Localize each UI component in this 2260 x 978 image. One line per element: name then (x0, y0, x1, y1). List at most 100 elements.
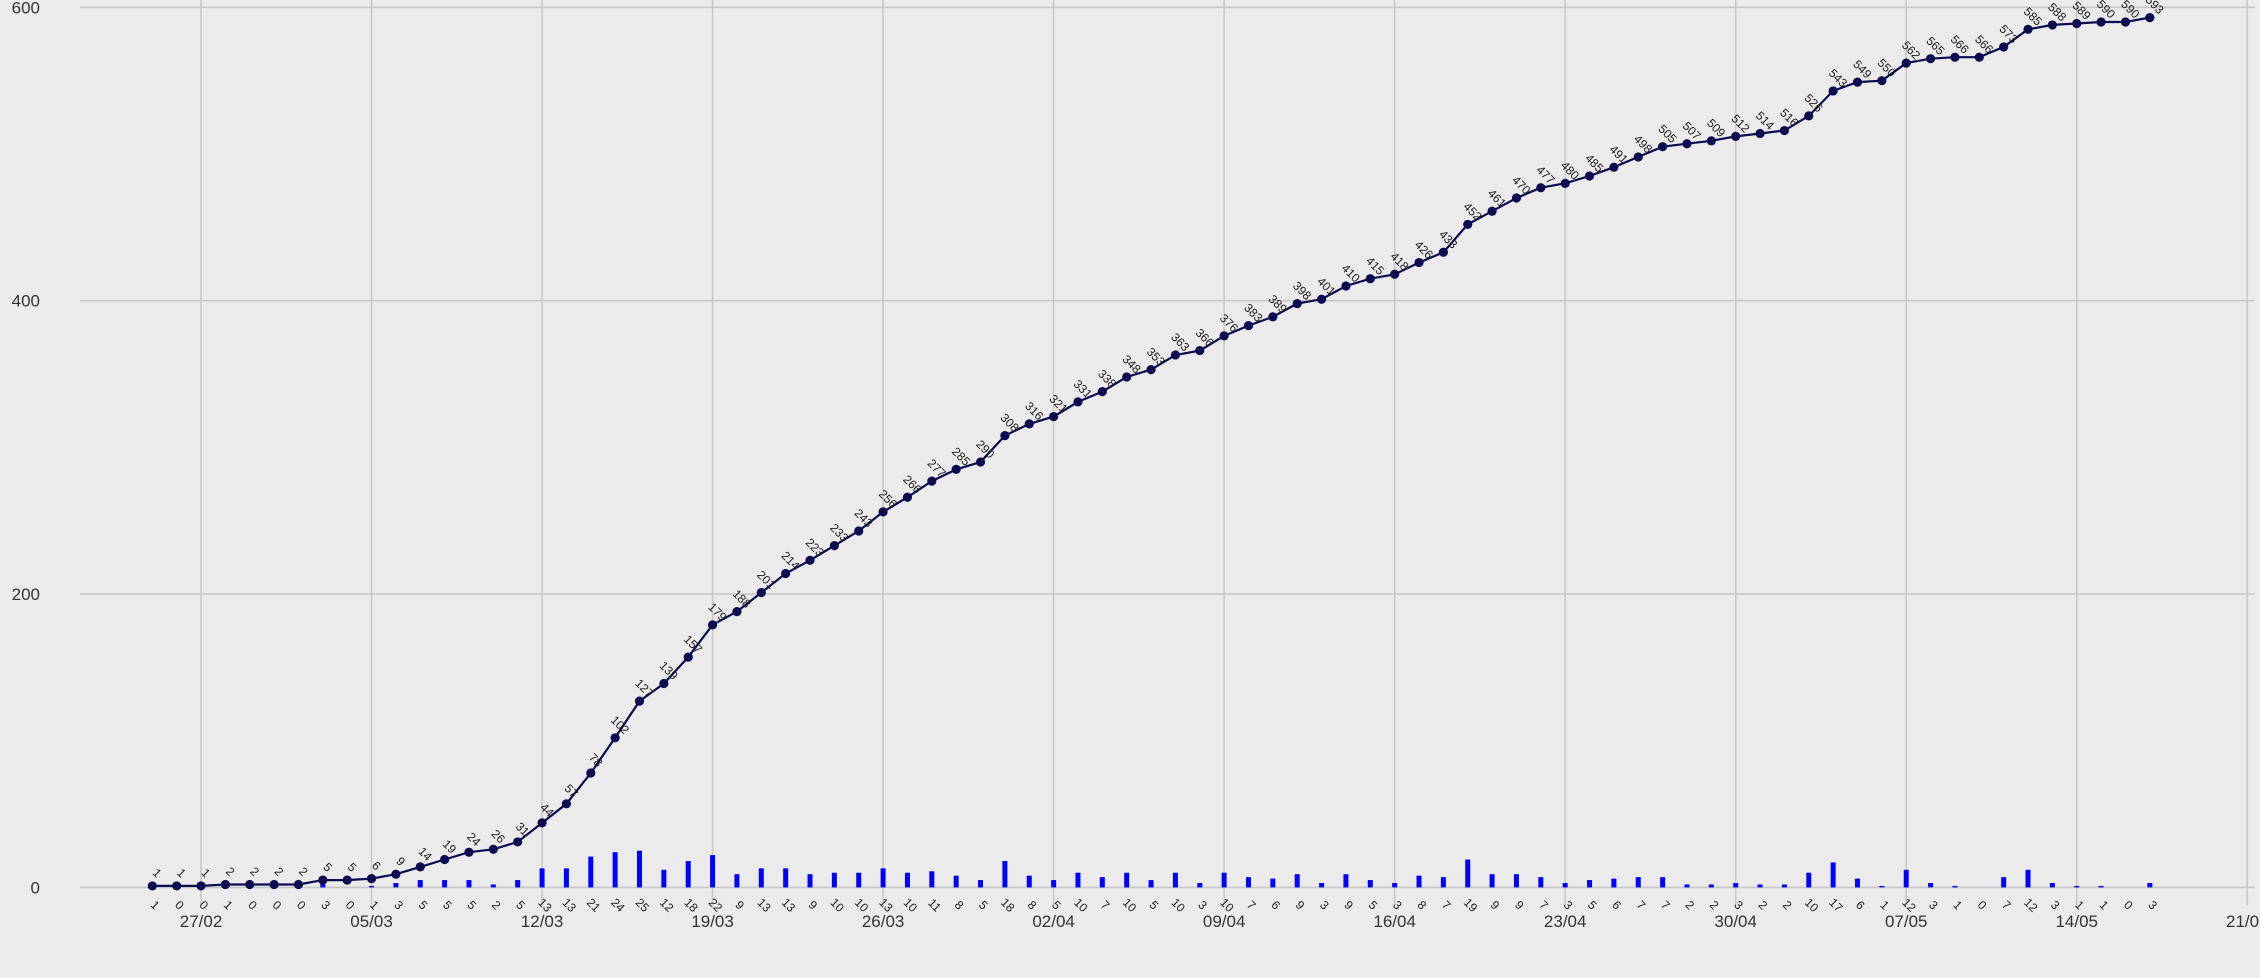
cumulative-point-15 (513, 837, 523, 847)
cumulative-point-71 (1877, 76, 1887, 86)
cumulative-point-39 (1097, 387, 1107, 397)
cumulative-point-7 (318, 875, 328, 885)
cumulative-point-27 (805, 555, 815, 565)
daily-bar-66 (1757, 884, 1763, 888)
daily-bar-36 (1026, 875, 1032, 888)
cumulative-point-9 (366, 873, 377, 884)
cumulative-point-81 (2120, 17, 2131, 27)
daily-bar-64 (1708, 884, 1714, 888)
cumulative-point-82 (2145, 13, 2155, 23)
cumulative-point-16 (537, 818, 547, 828)
cumulative-point-20 (634, 696, 645, 706)
x-tick-label-16-04: 16/04 (1373, 912, 1416, 931)
daily-bar-32 (929, 871, 935, 888)
cumulative-point-43 (1195, 345, 1205, 356)
cumulative-point-8 (342, 875, 352, 885)
cumulative-point-44 (1219, 331, 1229, 341)
daily-bar-14 (490, 884, 496, 888)
daily-bar-24 (734, 874, 740, 888)
daily-bar-22 (685, 860, 691, 888)
daily-bar-25 (758, 868, 764, 888)
daily-bar-79 (2074, 885, 2080, 888)
cumulative-point-61 (1633, 152, 1643, 162)
daily-bar-34 (978, 880, 984, 888)
daily-bar-30 (880, 868, 886, 888)
x-tick-label-21-05: 21/05 (2226, 912, 2260, 931)
cumulative-point-53 (1438, 247, 1448, 257)
daily-bar-69 (1830, 862, 1836, 888)
cumulative-point-48 (1316, 294, 1327, 304)
daily-bar-71 (1879, 885, 1885, 888)
x-tick-label-07-05: 07/05 (1885, 912, 1928, 931)
daily-bar-44 (1221, 872, 1227, 888)
cumulative-point-65 (1731, 131, 1741, 142)
daily-bar-37 (1051, 880, 1057, 888)
daily-bar-74 (1952, 885, 1958, 888)
cumulative-point-1 (172, 881, 182, 891)
cumulative-point-56 (1511, 193, 1522, 203)
x-tick-label-12-03: 12/03 (521, 912, 564, 931)
cumulative-point-45 (1243, 321, 1254, 331)
cumulative-point-29 (854, 526, 864, 536)
cumulative-point-55 (1487, 206, 1497, 216)
daily-bar-59 (1587, 880, 1593, 888)
daily-bar-47 (1294, 874, 1300, 888)
daily-bar-58 (1562, 882, 1568, 888)
daily-bar-68 (1806, 872, 1812, 888)
cumulative-point-79 (2072, 18, 2082, 29)
daily-bar-42 (1172, 872, 1178, 888)
daily-bar-7 (320, 882, 326, 888)
cumulative-point-49 (1341, 281, 1351, 291)
y-tick-label-0: 0 (31, 878, 40, 897)
cumulative-point-76 (1999, 42, 2009, 52)
cumulative-point-63 (1682, 139, 1692, 149)
x-tick-label-30-04: 30/04 (1714, 912, 1757, 931)
daily-bar-27 (807, 874, 813, 888)
cumulative-point-26 (781, 568, 791, 579)
cumulative-point-57 (1536, 183, 1546, 193)
x-tick-label-09-04: 09/04 (1203, 912, 1246, 931)
daily-bar-45 (1246, 877, 1251, 888)
x-tick-label-23-04: 23/04 (1544, 912, 1587, 931)
cumulative-point-64 (1706, 136, 1716, 146)
y-tick-label-200: 200 (12, 585, 40, 604)
cumulative-point-24 (732, 607, 742, 617)
cumulative-point-0 (147, 881, 157, 891)
daily-bar-17 (563, 868, 569, 888)
daily-bar-19 (612, 852, 618, 888)
cumulative-point-3 (220, 879, 230, 890)
x-tick-label-14-05: 14/05 (2055, 912, 2098, 931)
cumulative-point-30 (878, 507, 888, 517)
cumulative-point-38 (1073, 397, 1083, 407)
daily-bar-39 (1099, 877, 1105, 888)
daily-bar-29 (856, 872, 862, 888)
daily-bar-54 (1465, 859, 1471, 888)
daily-bar-9 (369, 885, 375, 888)
x-tick-label-19-03: 19/03 (691, 912, 734, 931)
cumulative-point-13 (464, 847, 474, 857)
cumulative-point-70 (1852, 77, 1863, 87)
cumulative-point-2 (196, 881, 206, 891)
cumulative-point-54 (1463, 219, 1473, 230)
daily-bar-62 (1660, 877, 1666, 888)
cumulative-point-51 (1390, 269, 1400, 279)
cumulative-point-50 (1365, 274, 1375, 284)
cumulative-point-36 (1024, 419, 1034, 429)
cumulative-point-25 (756, 587, 766, 598)
cumulative-point-77 (2023, 24, 2033, 34)
cumulative-point-11 (415, 862, 425, 872)
cumulative-point-32 (927, 476, 937, 486)
daily-bar-80 (2098, 885, 2104, 888)
cumulative-point-12 (440, 854, 450, 865)
cumulative-point-35 (1000, 431, 1010, 441)
cumulative-point-21 (659, 678, 669, 689)
daily-bar-31 (904, 872, 910, 888)
x-tick-label-26-03: 26/03 (862, 912, 905, 931)
cumulative-points (147, 13, 2155, 891)
cumulative-point-75 (1974, 52, 1984, 62)
daily-bar-15 (515, 880, 521, 888)
x-tick-label-05-03: 05/03 (350, 912, 393, 931)
daily-bar-72 (1903, 869, 1909, 888)
